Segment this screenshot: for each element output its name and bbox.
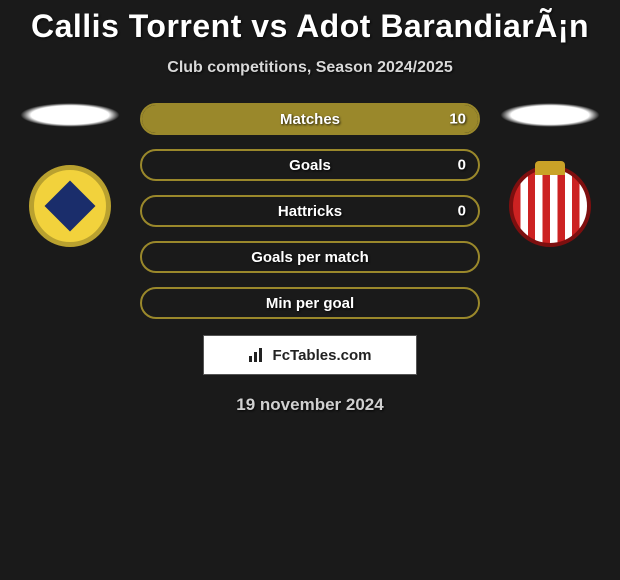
main-row: Matches 10 Goals 0 Hattricks 0 Goals per… <box>0 103 620 319</box>
stat-value-right: 0 <box>458 157 466 174</box>
subtitle: Club competitions, Season 2024/2025 <box>0 59 620 77</box>
comparison-card: Callis Torrent vs Adot BarandiarÃ¡n Club… <box>0 0 620 415</box>
watermark: FcTables.com <box>203 335 417 375</box>
stat-value-right: 10 <box>449 111 466 128</box>
stat-row-goals: Goals 0 <box>140 149 480 181</box>
avatar-placeholder-left <box>20 103 120 127</box>
stat-label: Matches <box>280 111 340 128</box>
club-badge-left <box>29 165 111 247</box>
page-title: Callis Torrent vs Adot BarandiarÃ¡n <box>0 8 620 45</box>
avatar-placeholder-right <box>500 103 600 127</box>
stat-row-min-per-goal: Min per goal <box>140 287 480 319</box>
stat-row-hattricks: Hattricks 0 <box>140 195 480 227</box>
stats-list: Matches 10 Goals 0 Hattricks 0 Goals per… <box>140 103 480 319</box>
club-badge-right <box>509 165 591 247</box>
stat-label: Min per goal <box>266 295 354 312</box>
stat-label: Hattricks <box>278 203 342 220</box>
stat-row-matches: Matches 10 <box>140 103 480 135</box>
player-left <box>20 103 120 247</box>
bar-chart-icon <box>249 348 267 362</box>
stat-value-right: 0 <box>458 203 466 220</box>
stat-row-goals-per-match: Goals per match <box>140 241 480 273</box>
watermark-text: FcTables.com <box>273 347 372 364</box>
stat-label: Goals <box>289 157 331 174</box>
date-label: 19 november 2024 <box>0 395 620 415</box>
stat-label: Goals per match <box>251 249 369 266</box>
player-right <box>500 103 600 247</box>
